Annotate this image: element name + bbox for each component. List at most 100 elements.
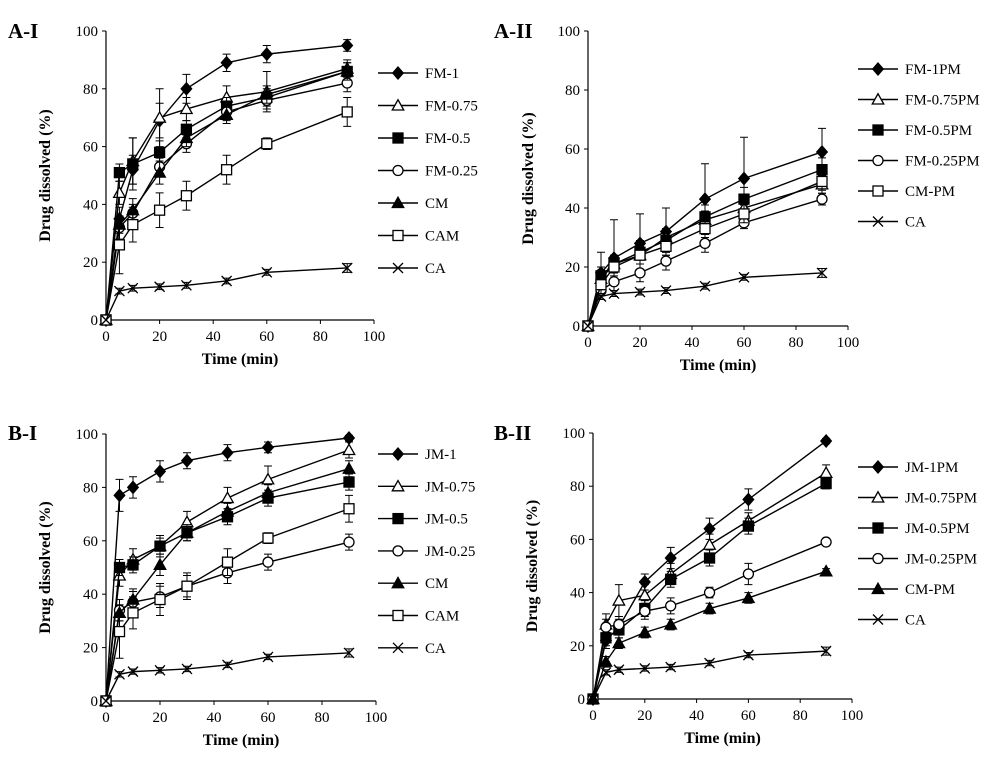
data-point (220, 164, 233, 176)
x-tick-label: 0 (589, 708, 597, 724)
legend-entry-FM-0.5PM: FM-0.5PM (858, 123, 972, 139)
legend-label: FM-0.5PM (905, 123, 972, 139)
data-point (613, 618, 625, 631)
legend-entry-JM-0.25: JM-0.25 (378, 544, 475, 560)
data-point (704, 657, 716, 669)
data-point (663, 617, 678, 630)
data-point (113, 166, 126, 179)
legend-marker (871, 490, 885, 503)
data-point (699, 222, 711, 235)
x-tick-label: 20 (637, 708, 652, 724)
data-point (665, 573, 677, 585)
data-point (261, 266, 273, 278)
legend-label: FM-0.75PM (905, 93, 980, 109)
x-tick-label: 80 (789, 335, 804, 351)
data-point (741, 590, 756, 604)
legend-marker (872, 552, 884, 565)
data-point (815, 144, 829, 159)
y-tick-label: 80 (83, 82, 98, 98)
legend-entry-JM-1PM: JM-1PM (858, 460, 958, 476)
y-tick-label: 20 (570, 639, 585, 655)
legend-marker (392, 642, 404, 654)
data-point (816, 175, 828, 188)
data-point (153, 557, 167, 570)
legend-label: JM-0.75 (425, 479, 475, 495)
legend-label: CA (905, 613, 926, 629)
x-tick-label: 40 (207, 710, 222, 726)
series-FM-0.5 (100, 62, 353, 326)
data-point (222, 659, 233, 671)
legend-label: CA (425, 641, 446, 657)
data-point (816, 267, 828, 279)
data-point (342, 461, 356, 474)
panel-label: A-II (494, 19, 533, 43)
legend-marker (872, 185, 884, 197)
data-point (612, 593, 626, 606)
legend-label: CA (905, 215, 926, 231)
data-point (600, 621, 612, 633)
data-point (113, 239, 126, 251)
y-tick-label: 80 (565, 83, 580, 99)
data-point (127, 607, 139, 619)
x-tick-label: 60 (741, 708, 756, 724)
legend-entry-FM-0.25PM: FM-0.25PM (858, 154, 980, 170)
data-point (100, 695, 112, 707)
data-point (152, 110, 167, 123)
y-tick-label: 100 (563, 426, 586, 442)
data-point (343, 536, 355, 548)
y-tick-label: 60 (565, 142, 580, 158)
y-tick-label: 0 (91, 694, 99, 710)
y-tick-label: 0 (578, 692, 586, 708)
series-line (587, 272, 823, 327)
legend-entry-CA: CA (858, 613, 926, 629)
chart-panel-A-I: A-I 0 20 40 60 80 100 0 20 40 60 80 100 Time (min) Dru… (8, 19, 478, 368)
y-tick-label: 60 (83, 140, 98, 156)
data-point (608, 261, 620, 273)
data-point (703, 586, 716, 599)
y-axis-label: Drug dissolved (%) (520, 112, 537, 244)
legend-marker (872, 154, 884, 167)
data-point (113, 625, 126, 638)
data-point (608, 288, 620, 300)
data-point (665, 661, 677, 673)
legend-entry-JM-0.5: JM-0.5 (378, 512, 468, 528)
series-line (592, 472, 827, 700)
legend-entry-CA: CA (378, 261, 446, 277)
y-tick-label: 40 (570, 586, 585, 602)
legend-label: FM-0.25PM (905, 154, 980, 170)
series-line (105, 508, 350, 702)
legend-label: FM-0.25 (425, 164, 478, 180)
y-tick-label: 20 (83, 641, 98, 657)
data-point (600, 666, 612, 678)
legend-entry-CA: CA (378, 641, 446, 657)
legend-entry-JM-0.5PM: JM-0.5PM (858, 521, 970, 537)
data-point (261, 485, 275, 498)
legend-entry-FM-0.25: FM-0.25 (378, 164, 478, 180)
legend-label: FM-1 (425, 66, 459, 82)
data-point (634, 249, 646, 261)
legend-entry-CM: CM (378, 576, 448, 592)
legend-entry-JM-0.75: JM-0.75 (378, 479, 475, 495)
legend-marker (391, 576, 405, 589)
data-point (262, 556, 274, 568)
y-tick-label: 0 (573, 319, 581, 335)
x-axis-label: Time (min) (203, 732, 280, 749)
series-CM-PM (586, 564, 833, 705)
data-point (702, 601, 717, 614)
data-point (820, 477, 832, 490)
data-point (261, 440, 275, 455)
data-point (816, 193, 828, 205)
y-tick-label: 60 (570, 532, 585, 548)
y-tick-label: 100 (76, 24, 99, 40)
legend-marker (871, 581, 885, 595)
data-point (820, 645, 832, 657)
series-CA (100, 262, 353, 326)
legend-marker (392, 545, 404, 557)
y-tick-label: 40 (83, 587, 98, 603)
legend-label: CM (425, 576, 448, 592)
data-point (738, 208, 750, 220)
data-point (637, 625, 652, 638)
data-point (595, 279, 607, 291)
legend-entry-CA: CA (858, 215, 926, 231)
legend-entry-JM-1: JM-1 (378, 447, 457, 463)
